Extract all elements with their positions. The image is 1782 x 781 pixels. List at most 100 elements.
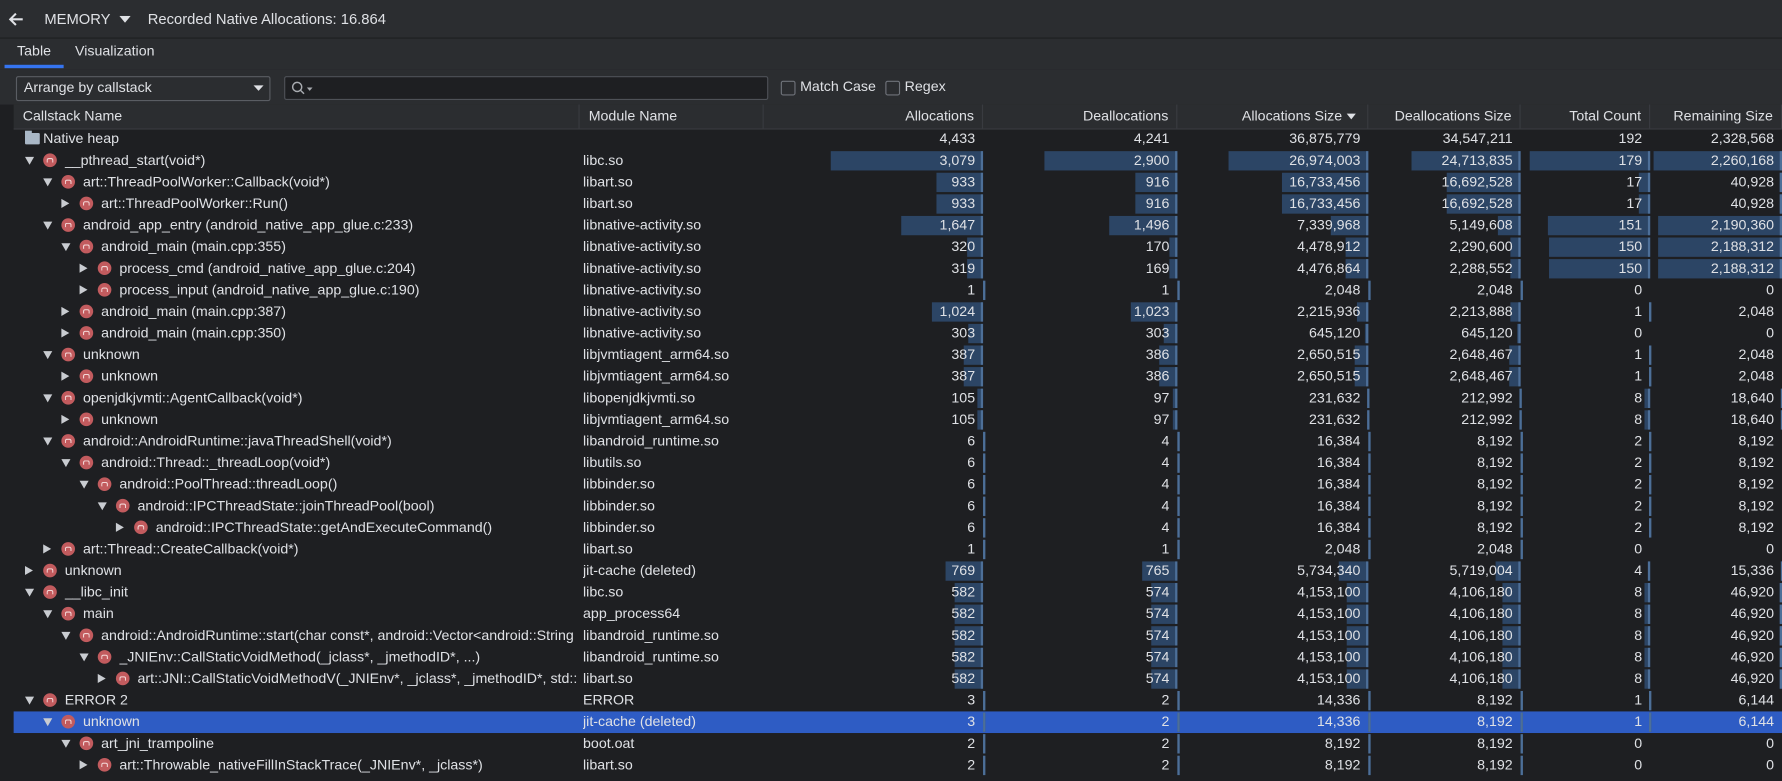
table-row[interactable]: main app_process64 582 574 4,153,100 4,106,18… bbox=[14, 603, 1782, 625]
expand-toggle[interactable] bbox=[25, 696, 35, 705]
expand-toggle[interactable] bbox=[61, 328, 70, 338]
search-field[interactable] bbox=[284, 76, 769, 101]
table-row[interactable]: art_jni_trampoline boot.oat 2 2 8,192 8,192 0 0 bbox=[14, 733, 1782, 755]
cell-value: 40,928 bbox=[1730, 173, 1775, 190]
expand-toggle[interactable] bbox=[61, 198, 70, 208]
table-row[interactable]: unknown libjvmtiagent_arm64.so 387 386 2,650… bbox=[14, 366, 1782, 388]
cell-bar bbox=[1520, 496, 1523, 516]
table-row[interactable]: openjdkjvmti::AgentCallback(void*) libope… bbox=[14, 388, 1782, 410]
cell-value: 4,153,100 bbox=[1297, 605, 1361, 622]
table-row[interactable]: unknown libjvmtiagent_arm64.so 387 386 2,650… bbox=[14, 344, 1782, 366]
cell-bar bbox=[1502, 604, 1521, 624]
expand-toggle[interactable] bbox=[79, 760, 88, 770]
table-row[interactable]: android_main (main.cpp:387) libnative-act… bbox=[14, 301, 1782, 323]
cell-value: 8 bbox=[1634, 605, 1643, 622]
expand-toggle[interactable] bbox=[43, 178, 53, 187]
cell-bar bbox=[968, 323, 984, 344]
expand-toggle[interactable] bbox=[43, 718, 53, 727]
expand-toggle[interactable] bbox=[61, 739, 71, 748]
checkbox-label[interactable]: Match Case bbox=[800, 78, 876, 95]
cell-value: 582 bbox=[951, 605, 976, 622]
callstack-name: unknown bbox=[101, 368, 159, 385]
table-row[interactable]: Native heap 4,433 4,241 36,875,779 34,547,21… bbox=[14, 128, 1782, 150]
module-name bbox=[583, 128, 760, 150]
expand-toggle[interactable] bbox=[43, 544, 52, 554]
cell-bar bbox=[1497, 215, 1521, 236]
cell-value: 2,048 bbox=[1477, 281, 1513, 298]
table-row[interactable]: android::AndroidRuntime::javaThreadShell… bbox=[14, 431, 1782, 453]
table-row[interactable]: android::Thread::_threadLoop(void*) libut… bbox=[14, 452, 1782, 474]
table-row[interactable]: art::Throwable_nativeFillInStackTrace(_J… bbox=[14, 755, 1782, 777]
cell-value: 1 bbox=[967, 540, 976, 557]
back-button[interactable] bbox=[7, 11, 25, 27]
expand-toggle[interactable] bbox=[97, 673, 106, 684]
method-icon bbox=[79, 196, 94, 211]
tab[interactable]: Table bbox=[17, 43, 52, 60]
column-header[interactable]: Allocations Size bbox=[1177, 104, 1369, 129]
table-row[interactable]: android::IPCThreadState::getAndExecuteCo… bbox=[14, 517, 1782, 539]
column-header[interactable]: Allocations bbox=[764, 104, 984, 129]
table-row[interactable]: android_main (main.cpp:350) libnative-act… bbox=[14, 323, 1782, 345]
column-header[interactable]: Callstack Name bbox=[14, 104, 580, 129]
checkbox[interactable] bbox=[780, 80, 796, 96]
expand-toggle[interactable] bbox=[61, 631, 71, 640]
expand-toggle[interactable] bbox=[43, 610, 53, 619]
profiler-menu[interactable]: MEMORY bbox=[44, 10, 111, 28]
expand-toggle[interactable] bbox=[61, 414, 70, 424]
expand-toggle[interactable] bbox=[61, 459, 71, 468]
cell-bar bbox=[977, 410, 984, 430]
table-row[interactable]: android::AndroidRuntime::start(char cons… bbox=[14, 625, 1782, 647]
expand-toggle[interactable] bbox=[97, 502, 107, 511]
table-row[interactable]: android::PoolThread::threadLoop() libbind… bbox=[14, 474, 1782, 496]
table-row[interactable]: unknown jit-cache (deleted) 3 2 14,336 8,192 1… bbox=[13, 711, 1782, 734]
column-header[interactable]: Deallocations Size bbox=[1368, 104, 1521, 129]
expand-toggle[interactable] bbox=[79, 263, 88, 273]
tab[interactable]: Visualization bbox=[75, 43, 155, 60]
cell-bar bbox=[1346, 626, 1369, 646]
expand-toggle[interactable] bbox=[79, 653, 89, 662]
table-row[interactable]: art::JNI::CallStaticVoidMethodV(_JNIEnv*… bbox=[14, 668, 1782, 690]
table-row[interactable]: process_cmd (android_native_app_glue.c:2… bbox=[14, 258, 1782, 280]
table-row[interactable]: ERROR 2 ERROR 3 2 14,336 8,192 1 6,144 bbox=[14, 690, 1782, 712]
expand-toggle[interactable] bbox=[79, 480, 89, 489]
expand-toggle[interactable] bbox=[25, 156, 35, 165]
table-row[interactable]: unknown jit-cache (deleted) 769 765 5,734,34… bbox=[14, 560, 1782, 582]
column-header[interactable]: Module Name bbox=[580, 104, 764, 129]
expand-toggle[interactable] bbox=[79, 285, 88, 295]
expand-toggle[interactable] bbox=[25, 588, 35, 597]
cell-value: 6 bbox=[967, 497, 976, 514]
expand-toggle[interactable] bbox=[25, 565, 33, 576]
cell-value: 2,650,515 bbox=[1297, 368, 1361, 385]
expand-toggle[interactable] bbox=[43, 394, 53, 403]
arrange-dropdown[interactable]: Arrange by callstack bbox=[15, 76, 271, 102]
table-row[interactable]: android_app_entry (android_native_app_gl… bbox=[14, 215, 1782, 237]
cell-bar bbox=[967, 259, 984, 279]
callstack-name: __pthread_start(void*) bbox=[64, 152, 206, 169]
expand-toggle[interactable] bbox=[43, 437, 53, 446]
table-row[interactable]: art::ThreadPoolWorker::Run() libart.so 933… bbox=[14, 193, 1782, 215]
table-row[interactable]: android_main (main.cpp:355) libnative-act… bbox=[14, 236, 1782, 258]
column-header[interactable]: Deallocations bbox=[983, 104, 1178, 129]
table-row[interactable]: _JNIEnv::CallStaticVoidMethod(_jclass*, … bbox=[14, 647, 1782, 669]
expand-toggle[interactable] bbox=[61, 243, 71, 252]
expand-toggle[interactable] bbox=[115, 522, 124, 532]
table-row[interactable]: __libc_init libc.so 582 574 4,153,100 4,106,1… bbox=[14, 582, 1782, 604]
checkbox[interactable] bbox=[885, 80, 901, 96]
column-header[interactable]: Total Count bbox=[1521, 104, 1651, 129]
module-name: libart.so bbox=[583, 756, 633, 773]
cell-value: 582 bbox=[951, 584, 976, 601]
cell-value: 3,079 bbox=[939, 152, 976, 169]
table-row[interactable]: art::Thread::CreateCallback(void*) libart… bbox=[14, 539, 1782, 561]
menu-caret[interactable] bbox=[119, 15, 131, 23]
column-header[interactable]: Remaining Size bbox=[1650, 104, 1782, 129]
checkbox-label[interactable]: Regex bbox=[904, 78, 946, 95]
table-row[interactable]: unknown libjvmtiagent_arm64.so 105 97 231,63… bbox=[14, 409, 1782, 431]
expand-toggle[interactable] bbox=[43, 351, 53, 360]
table-row[interactable]: __pthread_start(void*) libc.so 3,079 2,900 2… bbox=[14, 150, 1782, 172]
table-row[interactable]: art::ThreadPoolWorker::Callback(void*) li… bbox=[14, 172, 1782, 194]
table-row[interactable]: android::IPCThreadState::joinThreadPool(… bbox=[14, 496, 1782, 518]
expand-toggle[interactable] bbox=[61, 371, 70, 381]
expand-toggle[interactable] bbox=[61, 306, 70, 316]
table-row[interactable]: process_input (android_native_app_glue.c… bbox=[14, 280, 1782, 302]
expand-toggle[interactable] bbox=[43, 221, 53, 230]
